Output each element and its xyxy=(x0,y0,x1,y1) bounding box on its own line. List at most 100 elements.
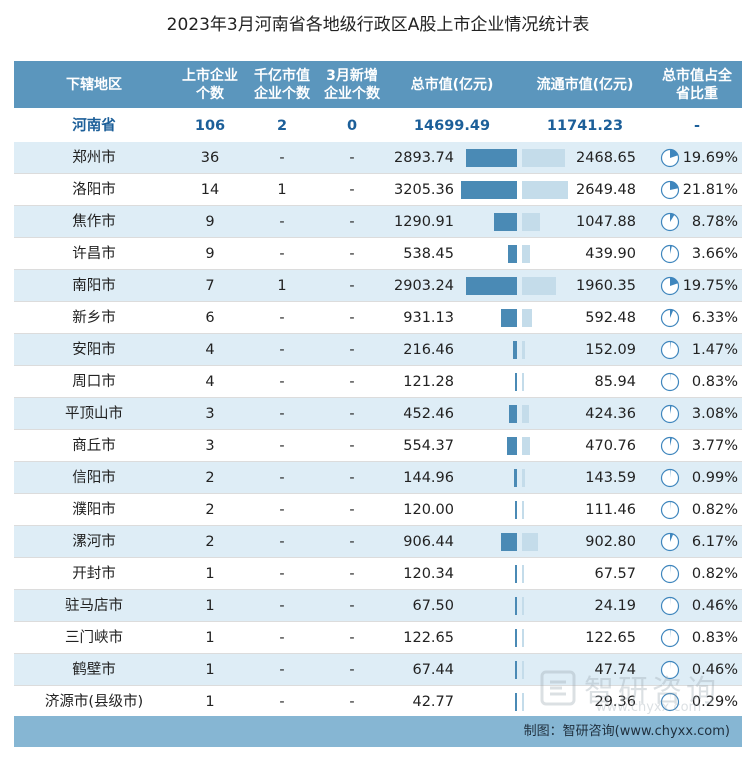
float-cap-bar xyxy=(522,693,524,711)
row-divider xyxy=(14,685,742,686)
bigcap-count-cell: - xyxy=(279,662,285,678)
share-pie-icon xyxy=(660,180,680,200)
share-pie-icon xyxy=(660,500,680,520)
region-cell: 平顶山市 xyxy=(65,406,123,422)
float-cap-bar xyxy=(522,405,530,423)
share-pie-icon xyxy=(660,244,680,264)
float-cap-bar xyxy=(522,469,525,487)
share-value: 8.78% xyxy=(691,214,738,230)
region-cell: 焦作市 xyxy=(72,214,116,230)
new-count-cell: - xyxy=(349,694,355,710)
share-pie-icon xyxy=(660,340,680,360)
share-value: 1.47% xyxy=(691,342,738,358)
float-cap-value: 2649.48 xyxy=(576,182,636,198)
float-cap-bar xyxy=(522,501,524,519)
new-count-cell: - xyxy=(349,406,355,422)
bigcap-count-cell: - xyxy=(279,502,285,518)
new-count-cell: - xyxy=(349,630,355,646)
listed-count-cell: 1 xyxy=(205,694,215,710)
share-pie-slice xyxy=(670,149,679,158)
watermark-name: 智研咨询 xyxy=(584,674,720,709)
new-count-cell: - xyxy=(349,182,355,198)
new-count-cell: - xyxy=(349,470,355,486)
region-cell: 济源市(县级市) xyxy=(44,694,144,710)
row-divider xyxy=(14,237,742,238)
listed-count-cell: 1 xyxy=(205,662,215,678)
bigcap-count-cell: - xyxy=(279,406,285,422)
share-value: 19.69% xyxy=(682,150,738,166)
float-cap-value: 143.59 xyxy=(585,470,636,486)
listed-count-cell: 3 xyxy=(205,406,215,422)
row-divider xyxy=(14,557,742,558)
listed-count-cell: 1 xyxy=(205,566,215,582)
bigcap-count-cell: - xyxy=(279,438,285,454)
bigcap-count-cell: 1 xyxy=(277,278,287,294)
share-pie-slice xyxy=(670,181,679,190)
total-bigcap: 2 xyxy=(276,118,288,134)
float-cap-bar xyxy=(522,661,524,679)
table-row: 三门峡市 1 - - 122.65 122.65 0.83% xyxy=(14,622,742,654)
total-region: 河南省 xyxy=(72,118,116,134)
total-cap-bar xyxy=(507,437,517,455)
footer-source: 制图：智研咨询(www.chyxx.com) xyxy=(523,724,730,739)
float-cap-value: 902.80 xyxy=(585,534,636,550)
float-cap-value: 1047.88 xyxy=(576,214,636,230)
region-cell: 安阳市 xyxy=(72,342,116,358)
listed-count-cell: 4 xyxy=(205,374,215,390)
total-cap-value: 14699.49 xyxy=(413,118,491,134)
table-row: 洛阳市 14 1 - 3205.36 2649.48 21.81% xyxy=(14,174,742,206)
row-divider xyxy=(14,205,742,206)
share-value: 0.46% xyxy=(691,598,738,614)
header-bigcap: 千亿市值 企业个数 xyxy=(254,67,310,102)
float-cap-value: 1960.35 xyxy=(576,278,636,294)
total-cap-bar xyxy=(514,469,517,487)
share-value: 6.33% xyxy=(691,310,738,326)
table-row: 平顶山市 3 - - 452.46 424.36 3.08% xyxy=(14,398,742,430)
new-count-cell: - xyxy=(349,342,355,358)
float-cap-bar xyxy=(522,629,525,647)
share-pie-icon xyxy=(660,692,680,712)
share-value: 0.82% xyxy=(691,502,738,518)
table-row: 安阳市 4 - - 216.46 152.09 1.47% xyxy=(14,334,742,366)
region-cell: 南阳市 xyxy=(72,278,116,294)
bigcap-count-cell: - xyxy=(279,150,285,166)
float-cap-value: 111.46 xyxy=(585,502,636,518)
share-pie-icon xyxy=(660,628,680,648)
share-value: 0.83% xyxy=(691,374,738,390)
total-cap-bar xyxy=(514,565,517,583)
bigcap-count-cell: - xyxy=(279,630,285,646)
region-cell: 周口市 xyxy=(72,374,116,390)
row-divider xyxy=(14,493,742,494)
watermark-url: www.chyxx.com xyxy=(596,700,702,715)
float-cap-value: 470.76 xyxy=(585,438,636,454)
region-cell: 三门峡市 xyxy=(65,630,123,646)
region-cell: 许昌市 xyxy=(72,246,116,262)
row-divider xyxy=(14,461,742,462)
listed-count-cell: 1 xyxy=(205,630,215,646)
share-pie-icon xyxy=(660,596,680,616)
header-float-cap: 流通市值(亿元) xyxy=(536,76,634,93)
row-divider xyxy=(14,173,742,174)
share-pie-icon xyxy=(660,372,680,392)
new-count-cell: - xyxy=(349,374,355,390)
float-cap-value: 439.90 xyxy=(585,246,636,262)
float-cap-bar xyxy=(522,533,538,551)
table-row: 信阳市 2 - - 144.96 143.59 0.99% xyxy=(14,462,742,494)
listed-count-cell: 14 xyxy=(200,182,220,198)
region-cell: 濮阳市 xyxy=(72,502,116,518)
share-pie-icon xyxy=(660,148,680,168)
total-float-value: 11741.23 xyxy=(546,118,624,134)
row-divider xyxy=(14,653,742,654)
share-pie-slice xyxy=(670,309,674,318)
region-cell: 开封市 xyxy=(72,566,116,582)
bigcap-count-cell: - xyxy=(279,310,285,326)
row-divider xyxy=(14,397,742,398)
total-cap-value: 120.34 xyxy=(403,566,454,582)
total-cap-bar xyxy=(515,661,517,679)
bigcap-count-cell: - xyxy=(279,374,285,390)
total-row: 河南省 106 2 0 14699.49 11741.23 - xyxy=(14,110,742,142)
float-cap-value: 29.36 xyxy=(594,694,636,710)
share-pie-slice xyxy=(670,341,671,350)
listed-count-cell: 4 xyxy=(205,342,215,358)
listed-count-cell: 6 xyxy=(205,310,215,326)
